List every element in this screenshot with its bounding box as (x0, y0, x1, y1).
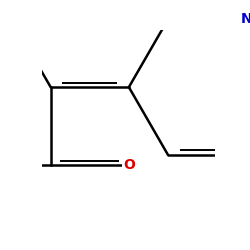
Text: O: O (123, 158, 135, 172)
Text: N: N (240, 12, 250, 26)
